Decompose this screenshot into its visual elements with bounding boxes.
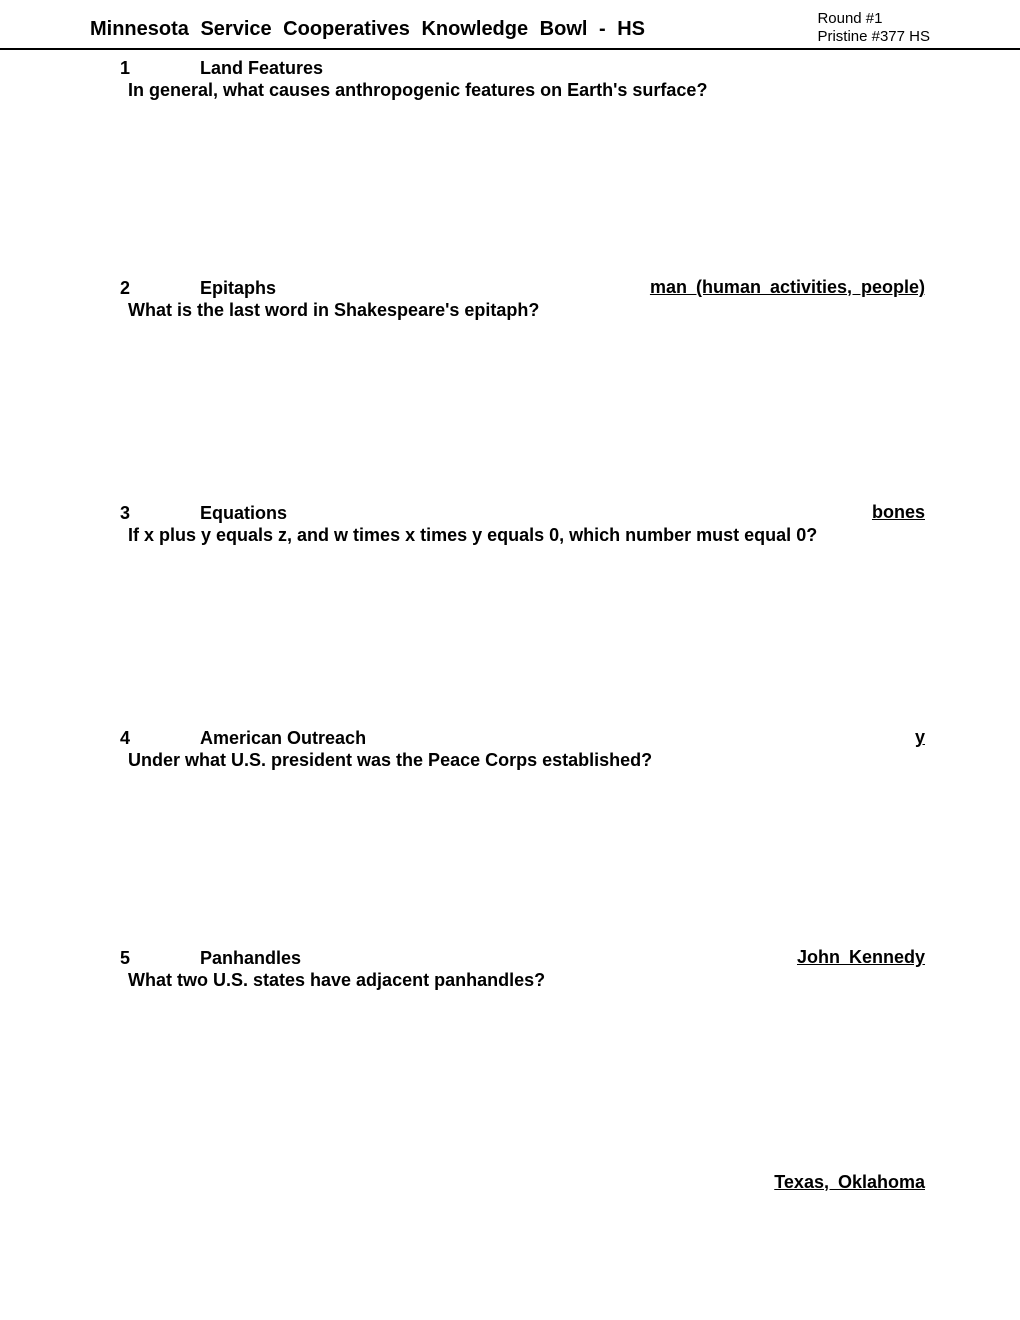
question-number: 3 bbox=[120, 503, 150, 524]
question-block: 1 Land Features In general, what causes … bbox=[90, 50, 930, 270]
question-category: American Outreach bbox=[200, 728, 366, 749]
questions-content: 1 Land Features In general, what causes … bbox=[0, 50, 1020, 1165]
round-line: Round #1 bbox=[817, 10, 930, 28]
question-text: In general, what causes anthropogenic fe… bbox=[128, 79, 930, 102]
question-category: Epitaphs bbox=[200, 278, 276, 299]
page-header: Minnesota Service Cooperatives Knowledge… bbox=[0, 0, 1020, 50]
question-header: 3 Equations bbox=[90, 495, 930, 524]
answer-text: Texas, Oklahoma bbox=[774, 1172, 930, 1193]
question-category: Equations bbox=[200, 503, 287, 524]
question-block: 4 American Outreach Under what U.S. pres… bbox=[90, 720, 930, 940]
question-block: 3 Equations If x plus y equals z, and w … bbox=[90, 495, 930, 720]
set-label: Pristine #377 HS bbox=[817, 28, 930, 46]
document-title: Minnesota Service Cooperatives Knowledge… bbox=[90, 18, 817, 41]
question-header: 1 Land Features bbox=[90, 50, 930, 79]
question-text: If x plus y equals z, and w times x time… bbox=[128, 524, 930, 547]
question-header: 5 Panhandles bbox=[90, 940, 930, 969]
question-header: 4 American Outreach bbox=[90, 720, 930, 749]
question-text: What is the last word in Shakespeare's e… bbox=[128, 299, 930, 322]
question-header: 2 Epitaphs bbox=[90, 270, 930, 299]
round-label: Round # bbox=[817, 10, 874, 27]
question-category: Land Features bbox=[200, 58, 323, 79]
question-category: Panhandles bbox=[200, 948, 301, 969]
question-text: What two U.S. states have adjacent panha… bbox=[128, 969, 930, 992]
round-number: 1 bbox=[874, 10, 882, 27]
question-number: 5 bbox=[120, 948, 150, 969]
question-number: 2 bbox=[120, 278, 150, 299]
question-block: 5 Panhandles What two U.S. states have a… bbox=[90, 940, 930, 1165]
question-number: 1 bbox=[120, 58, 150, 79]
question-block: 2 Epitaphs What is the last word in Shak… bbox=[90, 270, 930, 495]
question-text: Under what U.S. president was the Peace … bbox=[128, 749, 930, 772]
document-meta: Round #1 Pristine #377 HS bbox=[817, 10, 930, 48]
question-number: 4 bbox=[120, 728, 150, 749]
